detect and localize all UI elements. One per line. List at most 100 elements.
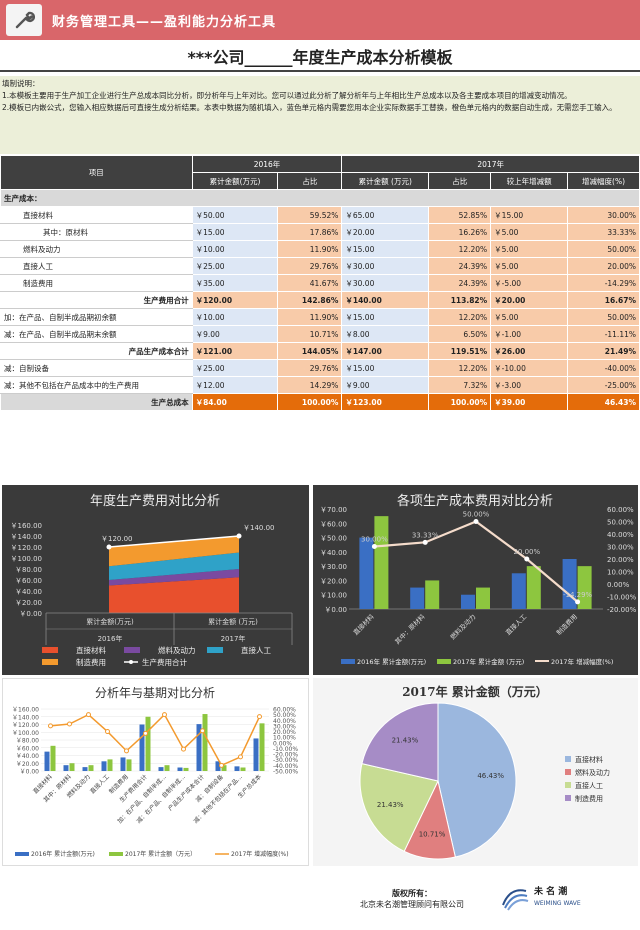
- legend-swatch: [109, 852, 123, 856]
- bar: [511, 573, 526, 609]
- total-point: [106, 544, 112, 550]
- growth-point: [124, 748, 129, 754]
- table-cell[interactable]: ￥12.00: [191, 376, 279, 394]
- row-label: 减：其他不包括在产品成本中的生产费用: [0, 376, 193, 394]
- table-cell[interactable]: ￥15.00: [341, 308, 430, 326]
- bar: [234, 766, 240, 771]
- legend-label: 制造费用: [76, 657, 106, 667]
- bar: [101, 761, 107, 771]
- table-cell[interactable]: ￥50.00: [191, 206, 279, 224]
- table-cell[interactable]: ￥10.00: [191, 308, 279, 326]
- y2-tick-label: -20.00%: [607, 606, 637, 614]
- legend-swatch: [124, 647, 140, 653]
- y-tick-label: ￥160.00: [11, 522, 43, 530]
- table-cell: ￥-1.00: [490, 325, 569, 343]
- table-cell: 14.29%: [277, 376, 343, 394]
- y-tick-label: ￥20.00: [15, 599, 42, 607]
- growth-point: [473, 519, 479, 524]
- table-cell: 16.67%: [567, 291, 640, 309]
- y-tick-label: ￥70.00: [320, 506, 347, 514]
- y2-tick-label: 30.00%: [607, 544, 634, 552]
- y-tick-label: ￥20.00: [320, 577, 347, 585]
- table-cell: 119.51%: [428, 342, 492, 360]
- row-label: 减：在产品、自制半成品期末余额: [0, 325, 193, 343]
- subheader: 占比: [428, 172, 492, 190]
- bar: [120, 757, 126, 771]
- table-cell[interactable]: ￥9.00: [191, 325, 279, 343]
- table-cell[interactable]: ￥65.00: [341, 206, 430, 224]
- table-cell: 16.26%: [428, 223, 492, 241]
- table-cell[interactable]: ￥25.00: [191, 359, 279, 377]
- total-point: [236, 533, 242, 539]
- table-cell[interactable]: ￥9.00: [341, 376, 430, 394]
- total-cell: 100.00%: [428, 393, 492, 411]
- bar: [577, 566, 592, 609]
- table-cell: -14.29%: [567, 274, 640, 292]
- y2-tick-label: -10.00%: [273, 746, 298, 753]
- bar: [139, 724, 145, 771]
- legend-swatch: [437, 659, 451, 664]
- growth-point: [105, 729, 110, 735]
- table-cell: ￥26.00: [490, 342, 569, 360]
- row-label: 减：自制设备: [0, 359, 193, 377]
- table-cell[interactable]: ￥35.00: [191, 274, 279, 292]
- bar: [526, 566, 541, 609]
- section-label: 生产成本：: [0, 189, 640, 207]
- y-tick-label: ￥80.00: [15, 566, 42, 574]
- row-label: 直接人工: [0, 257, 193, 275]
- table-cell[interactable]: ￥10.00: [191, 240, 279, 258]
- copyright-company: 北京未名潮管理顾问有限公司: [360, 900, 464, 909]
- y-tick-label: ￥60.00: [320, 520, 347, 528]
- instructions-label: 填制说明：: [2, 79, 40, 88]
- chart-item-cost: 各项生产成本费用对比分析 ￥0.00 ￥10.00 ￥20.00 ￥30.00 ￥40.0…: [313, 485, 638, 675]
- app-title: 财务管理工具——盈利能力分析工具: [52, 14, 277, 30]
- bar: [425, 580, 440, 609]
- bar: [44, 751, 50, 771]
- table-cell[interactable]: ￥25.00: [191, 257, 279, 275]
- table-cell: 50.00%: [567, 308, 640, 326]
- y2-tick-label: 10.00%: [607, 569, 634, 577]
- bar: [374, 516, 389, 609]
- growth-point: [86, 712, 91, 718]
- wrench-icon: [6, 4, 42, 36]
- legend-label: 直接人工: [575, 781, 603, 790]
- y2-tick-label: 0.00%: [607, 581, 630, 589]
- bar: [476, 587, 490, 609]
- row-label: 制造费用: [0, 274, 193, 292]
- logo-sub: WEIMING WAVE: [534, 900, 581, 907]
- legend-label: 2016年 累计金额(万元): [31, 850, 95, 858]
- y2-tick-label: 40.00%: [273, 718, 296, 725]
- table-cell: 113.82%: [428, 291, 492, 309]
- data-label: 33.33%: [412, 531, 439, 539]
- table-cell[interactable]: ￥30.00: [341, 257, 430, 275]
- chart-pie-2017: 2017年 累计金额（万元） 46.43% 10.71% 21.43% 21.43% 直接…: [313, 678, 638, 866]
- legend-label: 生产费用合计: [142, 657, 187, 667]
- total-cell: 100.00%: [277, 393, 343, 411]
- table-cell[interactable]: ￥30.00: [341, 274, 430, 292]
- legend-label: 燃料及动力: [575, 768, 610, 777]
- table-cell[interactable]: ￥8.00: [341, 325, 430, 343]
- growth-point: [48, 723, 53, 729]
- table-cell[interactable]: ￥15.00: [341, 240, 430, 258]
- table-cell: 20.00%: [567, 257, 640, 275]
- growth-line: [50, 713, 261, 767]
- growth-point: [200, 728, 205, 734]
- x-tick-label: 累计金额(万元): [86, 617, 134, 626]
- table-cell: ￥20.00: [490, 291, 569, 309]
- y2-tick-label: -50.00%: [273, 769, 298, 776]
- y-tick-label: ￥0.00: [20, 769, 40, 776]
- y-tick-label: ￥100.00: [11, 555, 43, 563]
- growth-point: [162, 712, 167, 718]
- y-tick-label: ￥40.00: [16, 753, 39, 760]
- table-cell[interactable]: ￥15.00: [341, 359, 430, 377]
- instructions-line-1: 1.本模板主要用于生产加工企业进行生产总成本同比分析，即分析年与上年对比。您可以…: [2, 91, 572, 100]
- table-cell: ￥15.00: [490, 206, 569, 224]
- table-cell: 17.86%: [277, 223, 343, 241]
- table-cell[interactable]: ￥15.00: [191, 223, 279, 241]
- y-tick-label: ￥40.00: [15, 588, 42, 596]
- bar: [158, 767, 164, 771]
- pie-slice: [359, 763, 439, 852]
- table-cell[interactable]: ￥20.00: [341, 223, 430, 241]
- chart-annual-cost: 年度生产费用对比分析 ￥0.00 ￥20.00 ￥40.00 ￥60.00 ￥80.00 ￥…: [2, 485, 309, 675]
- bar: [82, 767, 88, 771]
